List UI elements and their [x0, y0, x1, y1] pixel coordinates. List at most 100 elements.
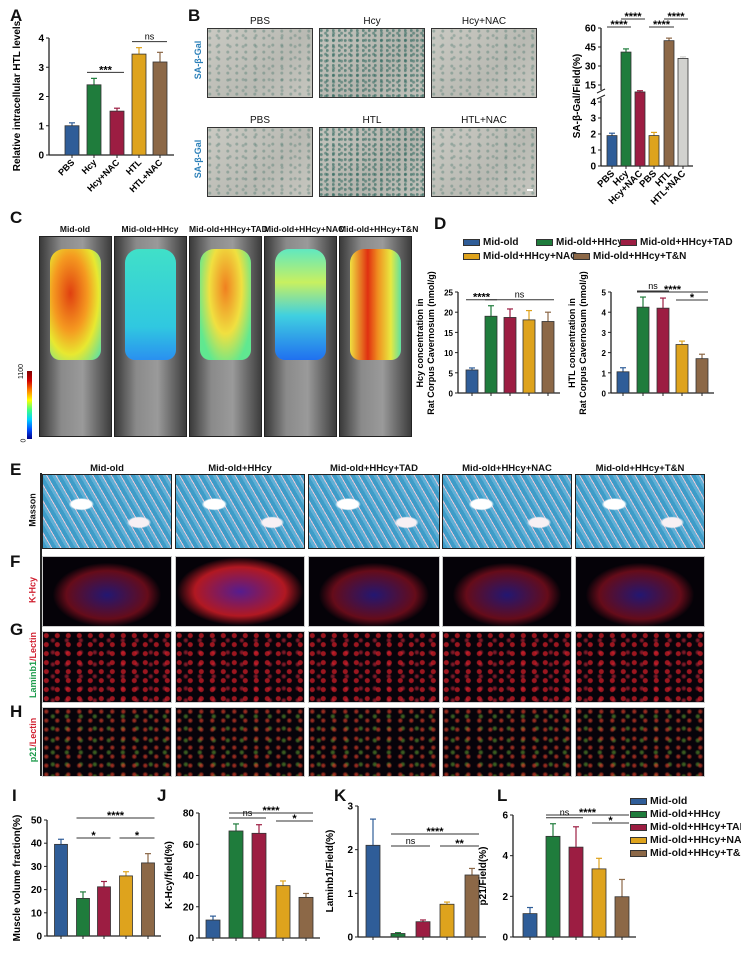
y-tick-label: 15: [585, 81, 597, 92]
y-tick-label: 25: [444, 289, 453, 298]
chart-d1: 0 5 10 15 20 25 Hcy concentration inRat Corpus…: [415, 271, 560, 415]
bar: [119, 875, 133, 937]
bar: [545, 835, 561, 938]
significance-label: *: [292, 813, 297, 825]
bar: [648, 135, 660, 167]
y-tick-label: 0: [449, 390, 454, 399]
y-tick-label: 60: [183, 840, 195, 851]
b-row2-header: PBS: [249, 115, 270, 126]
imaging-image: [114, 236, 187, 437]
bar: [251, 832, 267, 939]
k-hcy-image: [42, 556, 172, 627]
p21-image: [442, 707, 572, 777]
y-label-line: Rat Corpus Cavernosum (nmol/g): [426, 271, 436, 415]
significance-label: ns: [560, 808, 570, 818]
panel-label-c: C: [10, 208, 23, 227]
e-header: Mid-old+HHcy: [208, 463, 272, 474]
y-tick-label: 20: [444, 309, 453, 318]
significance-label: ****: [107, 810, 125, 822]
bar: [591, 868, 607, 938]
bar: [616, 371, 630, 394]
x-tick-label: PBS: [56, 157, 76, 177]
bar: [465, 369, 479, 394]
y-tick-label: 4: [38, 34, 44, 45]
row-divider: [40, 473, 42, 776]
significance-label: ****: [473, 292, 491, 304]
laminb1-image: [442, 631, 572, 703]
panel-label-d: D: [434, 214, 447, 233]
y-tick-label: 4: [590, 98, 596, 109]
legend-label: Mid-old+HHcy+T&N: [650, 847, 741, 859]
imaging-image: [39, 236, 112, 437]
y-tick-label: 15: [444, 329, 453, 338]
significance-label: ****: [262, 805, 280, 817]
y-axis-label: Relative intracellular HTL levels: [12, 20, 23, 171]
bar: [86, 84, 102, 156]
y-tick-label: 1: [602, 369, 607, 378]
imaging-image: [189, 236, 262, 437]
imaging-image: [264, 236, 337, 437]
y-tick-label: 0: [502, 933, 508, 944]
y-tick-label: 45: [585, 43, 597, 54]
p21-image: [175, 707, 305, 777]
y-tick-label: 1: [590, 146, 596, 157]
y-tick-label: 0: [602, 390, 607, 399]
bar: [205, 919, 221, 939]
significance-label: ns: [243, 808, 253, 818]
bar: [275, 885, 291, 939]
masson-image: [442, 474, 572, 549]
panel-label-f: F: [10, 552, 21, 571]
legend-item: Mid-old+HHcy+TAD: [620, 237, 733, 248]
significance-label: ns: [515, 290, 525, 300]
y-tick-label: 60: [585, 24, 597, 35]
y-tick-label: 0: [590, 162, 596, 173]
bar: [54, 843, 68, 937]
legend-label: Mid-old+HHcy+TAD: [650, 821, 741, 833]
y-axis-label: Hcy concentration inRat Corpus Cavernosu…: [415, 271, 436, 415]
y-tick-label: 1: [38, 121, 44, 132]
b-row1-header: PBS: [249, 16, 270, 27]
panel-label-j: J: [157, 786, 167, 805]
masson-image: [175, 474, 305, 549]
e-header: Mid-old: [90, 463, 124, 474]
imaging-image: [339, 236, 412, 437]
legend-item: Mid-old: [463, 237, 519, 248]
k-hcy-image: [442, 556, 572, 627]
microscopy-image: [319, 28, 425, 98]
y-tick-label: 3: [38, 63, 44, 74]
y-tick-label: 1: [347, 889, 353, 900]
legend-item: Mid-old+HHcy+NAC: [630, 834, 741, 846]
significance-label: ****: [664, 284, 682, 296]
y-tick-label: 80: [183, 809, 195, 820]
bar: [298, 896, 314, 939]
panel-label-i: I: [12, 786, 17, 805]
y-tick-label: 4: [602, 309, 607, 318]
legend-item: Mid-old+HHcy+TAD: [630, 821, 741, 833]
legend-item: Mid-old+HHcy+NAC: [463, 251, 577, 262]
masson-image: [42, 474, 172, 549]
y-tick-label: 40: [183, 871, 195, 882]
legend-label: Mid-old+HHcy: [556, 237, 623, 248]
significance-label: ****: [653, 19, 671, 31]
panel-label-g: G: [10, 620, 24, 639]
y-label-line: HTL concentration in: [567, 298, 577, 388]
panel-label-l: L: [497, 786, 508, 805]
y-tick-label: 3: [347, 802, 353, 813]
y-axis-label: SA-β-Gal/Field(%): [572, 54, 583, 138]
y-tick-label: 0: [347, 933, 353, 944]
legend-label: Mid-old+HHcy+T&N: [593, 251, 687, 262]
masson-image: [308, 474, 440, 549]
y-tick-label: 30: [31, 862, 43, 873]
y-label-line: Rat Corpus Cavernosum (nmol/g): [578, 271, 588, 415]
laminb1-image: [175, 631, 305, 703]
y-tick-label: 6: [502, 811, 508, 822]
p21-image: [308, 707, 440, 777]
y-tick-label: 4: [502, 851, 508, 862]
y-tick-label: 10: [31, 908, 43, 919]
legend-label: Mid-old+HHcy+NAC: [483, 251, 578, 262]
legend-label: Mid-old+HHcy+NAC: [650, 834, 741, 846]
axis-break: [596, 94, 606, 100]
bar: [76, 898, 90, 937]
chart-b: 0123415304560SA-β-Gal/Field(%)PBSHcyHcy+…: [572, 11, 693, 208]
legend-item: Mid-old+HHcy+T&N: [630, 847, 741, 859]
